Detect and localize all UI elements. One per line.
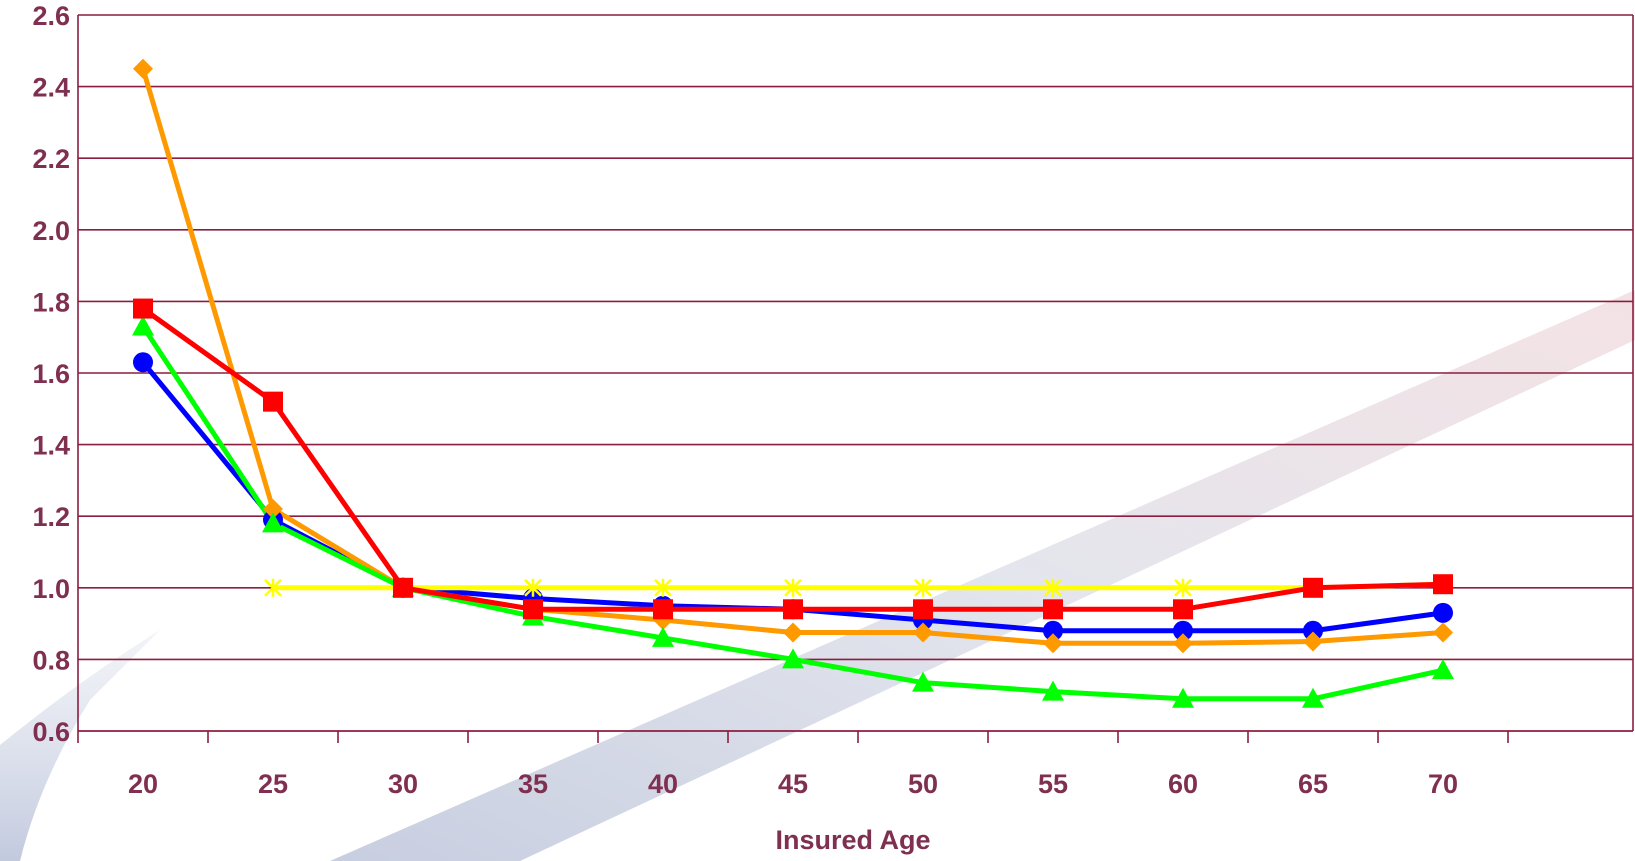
x-tick-label: 55 xyxy=(1038,769,1068,799)
data-point-square xyxy=(523,599,543,620)
x-tick-label: 30 xyxy=(388,769,418,799)
data-point-square xyxy=(913,599,933,620)
x-tick-label: 60 xyxy=(1168,769,1198,799)
data-point-triangle xyxy=(132,315,154,336)
data-point-diamond xyxy=(1173,633,1193,654)
series-markers-triangle xyxy=(132,315,1454,708)
x-tick-label: 40 xyxy=(648,769,678,799)
y-tick-label: 2.4 xyxy=(32,73,70,103)
y-tick-label: 2.6 xyxy=(32,1,70,31)
data-point-square xyxy=(263,391,283,412)
y-tick-label: 1.4 xyxy=(32,431,70,461)
background-decoration xyxy=(0,290,1635,861)
x-tick-label: 65 xyxy=(1298,769,1328,799)
data-point-star xyxy=(784,578,802,597)
grid xyxy=(78,14,1633,732)
data-point-circle xyxy=(1043,620,1063,641)
data-point-circle xyxy=(1303,620,1323,641)
data-point-star xyxy=(1044,578,1062,597)
x-tick-label: 70 xyxy=(1428,769,1458,799)
y-tick-label: 2.0 xyxy=(32,216,70,246)
data-point-star xyxy=(1174,578,1192,597)
series-markers-diamond xyxy=(133,58,1453,654)
data-point-diamond xyxy=(1433,622,1453,643)
x-tick-label: 50 xyxy=(908,769,938,799)
x-tick-label: 20 xyxy=(128,769,158,799)
data-point-square xyxy=(1043,599,1063,620)
data-point-triangle xyxy=(912,671,934,692)
axes xyxy=(77,15,1634,743)
data-point-square xyxy=(783,599,803,620)
data-point-circle xyxy=(133,352,153,373)
series-markers-square xyxy=(133,298,1453,620)
data-point-triangle xyxy=(782,648,804,669)
x-tick-label: 25 xyxy=(258,769,288,799)
data-point-star xyxy=(264,578,282,597)
x-tick-label: 35 xyxy=(518,769,548,799)
data-point-triangle xyxy=(652,626,674,647)
data-point-circle xyxy=(1433,602,1453,623)
y-tick-label: 1.6 xyxy=(32,359,70,389)
y-tick-label: 1.0 xyxy=(32,574,70,604)
series-line-star xyxy=(273,581,1444,591)
data-point-triangle xyxy=(262,512,284,533)
background-swoosh-left xyxy=(0,630,160,861)
x-tick-label: 45 xyxy=(778,769,808,799)
data-point-triangle xyxy=(1302,687,1324,708)
data-point-diamond xyxy=(263,499,283,520)
data-point-diamond xyxy=(783,622,803,643)
data-point-star xyxy=(524,578,542,597)
series-line-square xyxy=(141,306,1444,612)
y-tick-label: 0.6 xyxy=(32,717,70,747)
data-point-triangle xyxy=(1042,680,1064,701)
data-point-triangle xyxy=(1432,659,1454,680)
data-point-square xyxy=(653,599,673,620)
data-point-star xyxy=(914,578,932,597)
data-point-diamond xyxy=(1303,631,1323,652)
data-point-star xyxy=(654,578,672,597)
data-point-diamond xyxy=(1043,633,1063,654)
data-point-diamond xyxy=(913,622,933,643)
background-swoosh xyxy=(330,290,1635,861)
data-point-square xyxy=(393,577,413,598)
y-tick-label: 2.2 xyxy=(32,144,70,174)
data-point-square xyxy=(1173,599,1193,620)
tick-labels: 0.6 0.8 1.0 1.2 1.4 1.6 1.8 2.0 2.2 2.4 2.6 20 25 30 3… xyxy=(32,1,1458,799)
data-point-square xyxy=(1303,577,1323,598)
data-point-diamond xyxy=(133,58,153,79)
data-point-square xyxy=(133,298,153,319)
data-point-triangle xyxy=(1172,687,1194,708)
y-tick-label: 1.8 xyxy=(32,287,70,317)
markers xyxy=(132,58,1454,708)
x-axis-title: Insured Age xyxy=(775,825,930,855)
y-tick-label: 1.2 xyxy=(32,502,70,532)
data-point-square xyxy=(1433,574,1453,595)
data-point-circle xyxy=(1173,620,1193,641)
y-tick-label: 0.8 xyxy=(32,645,70,675)
